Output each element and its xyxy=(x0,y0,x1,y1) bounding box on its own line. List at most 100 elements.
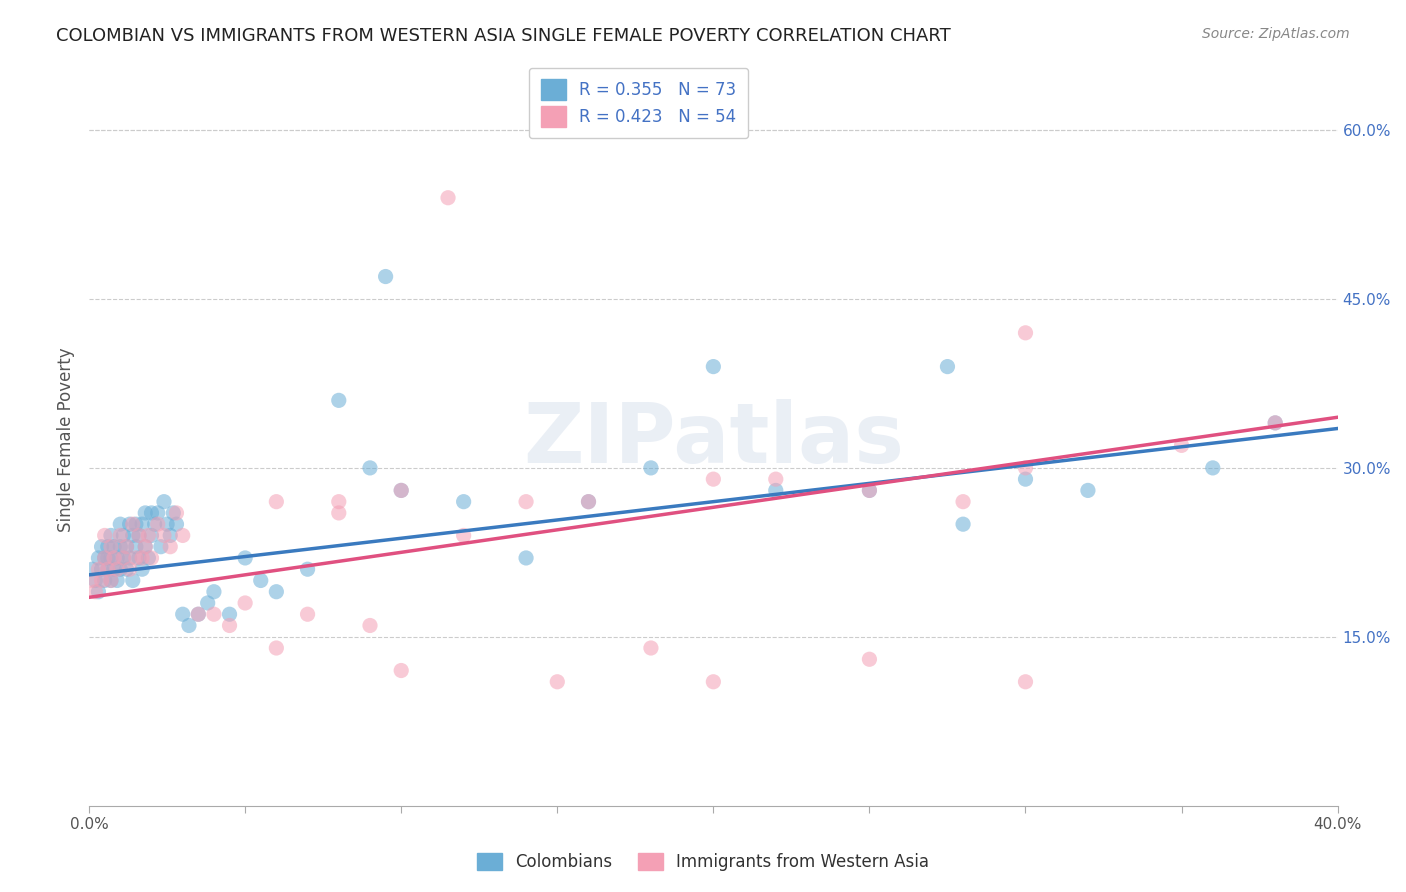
Point xyxy=(112,551,135,566)
Point xyxy=(118,551,141,566)
Point xyxy=(93,551,115,566)
Point xyxy=(1014,461,1036,475)
Point xyxy=(702,674,724,689)
Point xyxy=(90,540,112,554)
Point xyxy=(100,574,122,588)
Point xyxy=(374,269,396,284)
Point xyxy=(1170,438,1192,452)
Point xyxy=(138,551,160,566)
Point xyxy=(266,494,288,508)
Point xyxy=(702,359,724,374)
Point xyxy=(110,517,132,532)
Point xyxy=(187,607,209,622)
Point xyxy=(389,483,412,498)
Point xyxy=(110,540,132,554)
Point xyxy=(141,528,163,542)
Point xyxy=(121,528,143,542)
Point xyxy=(218,618,240,632)
Point xyxy=(118,517,141,532)
Point xyxy=(87,584,110,599)
Point xyxy=(359,461,381,475)
Point xyxy=(141,506,163,520)
Point xyxy=(328,506,350,520)
Point xyxy=(97,562,120,576)
Point xyxy=(90,574,112,588)
Point xyxy=(105,562,128,576)
Text: ZIPatlas: ZIPatlas xyxy=(523,400,904,480)
Point xyxy=(858,652,880,666)
Point xyxy=(578,494,600,508)
Point xyxy=(952,517,974,532)
Point xyxy=(197,596,219,610)
Point xyxy=(177,618,200,632)
Point xyxy=(128,551,150,566)
Point xyxy=(112,551,135,566)
Point xyxy=(297,607,319,622)
Point xyxy=(546,674,568,689)
Point xyxy=(453,494,475,508)
Point xyxy=(172,528,194,542)
Point xyxy=(103,551,125,566)
Point xyxy=(297,562,319,576)
Legend: R = 0.355   N = 73, R = 0.423   N = 54: R = 0.355 N = 73, R = 0.423 N = 54 xyxy=(529,68,748,138)
Point xyxy=(578,494,600,508)
Point xyxy=(84,574,107,588)
Text: Source: ZipAtlas.com: Source: ZipAtlas.com xyxy=(1202,27,1350,41)
Point xyxy=(143,517,166,532)
Point xyxy=(100,551,122,566)
Point xyxy=(100,574,122,588)
Point xyxy=(640,640,662,655)
Point xyxy=(153,494,176,508)
Point xyxy=(134,506,156,520)
Point xyxy=(1264,416,1286,430)
Point xyxy=(134,540,156,554)
Point xyxy=(765,472,787,486)
Point xyxy=(115,540,138,554)
Point xyxy=(389,483,412,498)
Point xyxy=(249,574,271,588)
Point xyxy=(131,562,153,576)
Point xyxy=(187,607,209,622)
Text: COLOMBIAN VS IMMIGRANTS FROM WESTERN ASIA SINGLE FEMALE POVERTY CORRELATION CHAR: COLOMBIAN VS IMMIGRANTS FROM WESTERN ASI… xyxy=(56,27,950,45)
Point xyxy=(141,551,163,566)
Point xyxy=(765,483,787,498)
Point xyxy=(156,517,179,532)
Point xyxy=(82,562,104,576)
Point xyxy=(1077,483,1099,498)
Point xyxy=(134,540,156,554)
Point xyxy=(103,562,125,576)
Point xyxy=(952,494,974,508)
Point xyxy=(159,540,181,554)
Point xyxy=(110,528,132,542)
Point xyxy=(103,540,125,554)
Point xyxy=(1014,472,1036,486)
Point xyxy=(112,528,135,542)
Point xyxy=(110,562,132,576)
Point xyxy=(87,551,110,566)
Point xyxy=(702,472,724,486)
Point xyxy=(437,191,460,205)
Point xyxy=(159,528,181,542)
Point xyxy=(172,607,194,622)
Point xyxy=(128,528,150,542)
Point xyxy=(515,494,537,508)
Point xyxy=(328,393,350,408)
Point xyxy=(146,506,169,520)
Point xyxy=(166,517,188,532)
Point xyxy=(936,359,959,374)
Point xyxy=(1014,326,1036,340)
Legend: Colombians, Immigrants from Western Asia: Colombians, Immigrants from Western Asia xyxy=(468,845,938,880)
Point xyxy=(233,551,256,566)
Point xyxy=(115,540,138,554)
Point xyxy=(105,574,128,588)
Point xyxy=(515,551,537,566)
Point xyxy=(125,540,148,554)
Point xyxy=(125,517,148,532)
Point xyxy=(149,540,172,554)
Point xyxy=(162,506,184,520)
Point xyxy=(131,517,153,532)
Point xyxy=(202,607,225,622)
Point xyxy=(100,528,122,542)
Point xyxy=(359,618,381,632)
Point xyxy=(118,562,141,576)
